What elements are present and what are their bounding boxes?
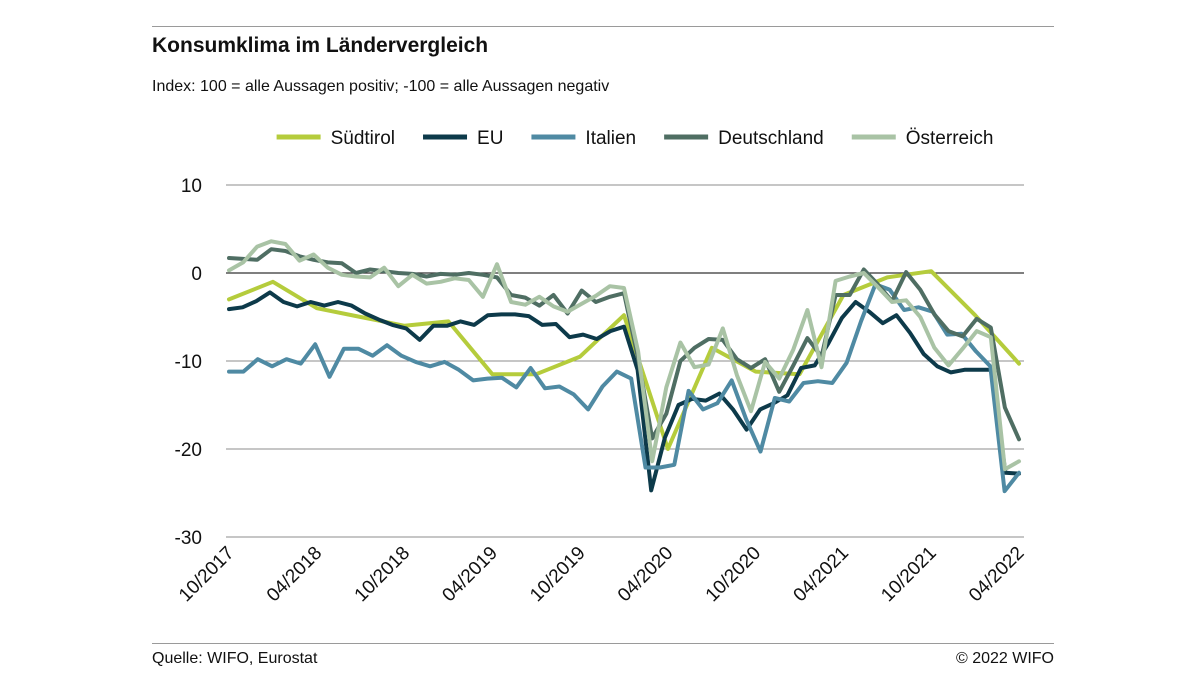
legend-label: Deutschland [718,128,824,149]
series-line--sterreich [227,239,1021,472]
x-tick-label: 10/2018 [351,543,414,606]
y-tick-label: 0 [191,264,202,285]
x-tick-label: 10/2019 [526,543,589,606]
series-line-s-dtirol [227,269,1021,451]
legend-label: Südtirol [331,128,395,149]
series-line-italien [227,282,1021,494]
x-tick-label: 04/2020 [614,543,677,606]
chart-subtitle: Index: 100 = alle Aussagen positiv; -100… [152,78,610,95]
y-tick-label: -30 [175,528,202,549]
copyright-note: © 2022 WIFO [955,650,1054,667]
bottom-rule [152,643,1054,644]
x-tick-label: 10/2021 [877,543,940,606]
x-tick-label: 10/2017 [175,543,238,606]
chart-title: Konsumklima im Ländervergleich [152,34,489,57]
series-line-eu [227,290,1021,493]
source-note: Quelle: WIFO, Eurostat [152,650,318,667]
top-rule [152,26,1054,27]
legend-label: Italien [585,128,636,149]
y-tick-label: -10 [175,352,202,373]
y-tick-label: 10 [181,176,202,197]
x-tick-label: 04/2022 [965,543,1028,606]
series-line-deutschland [227,247,1021,442]
x-tick-label: 10/2020 [702,543,765,606]
legend-label: EU [477,128,503,149]
x-tick-label: 04/2018 [263,543,326,606]
y-tick-label: -20 [175,440,202,461]
legend-label: Österreich [906,128,994,149]
x-tick-label: 04/2021 [790,543,853,606]
x-tick-label: 04/2019 [438,543,501,606]
